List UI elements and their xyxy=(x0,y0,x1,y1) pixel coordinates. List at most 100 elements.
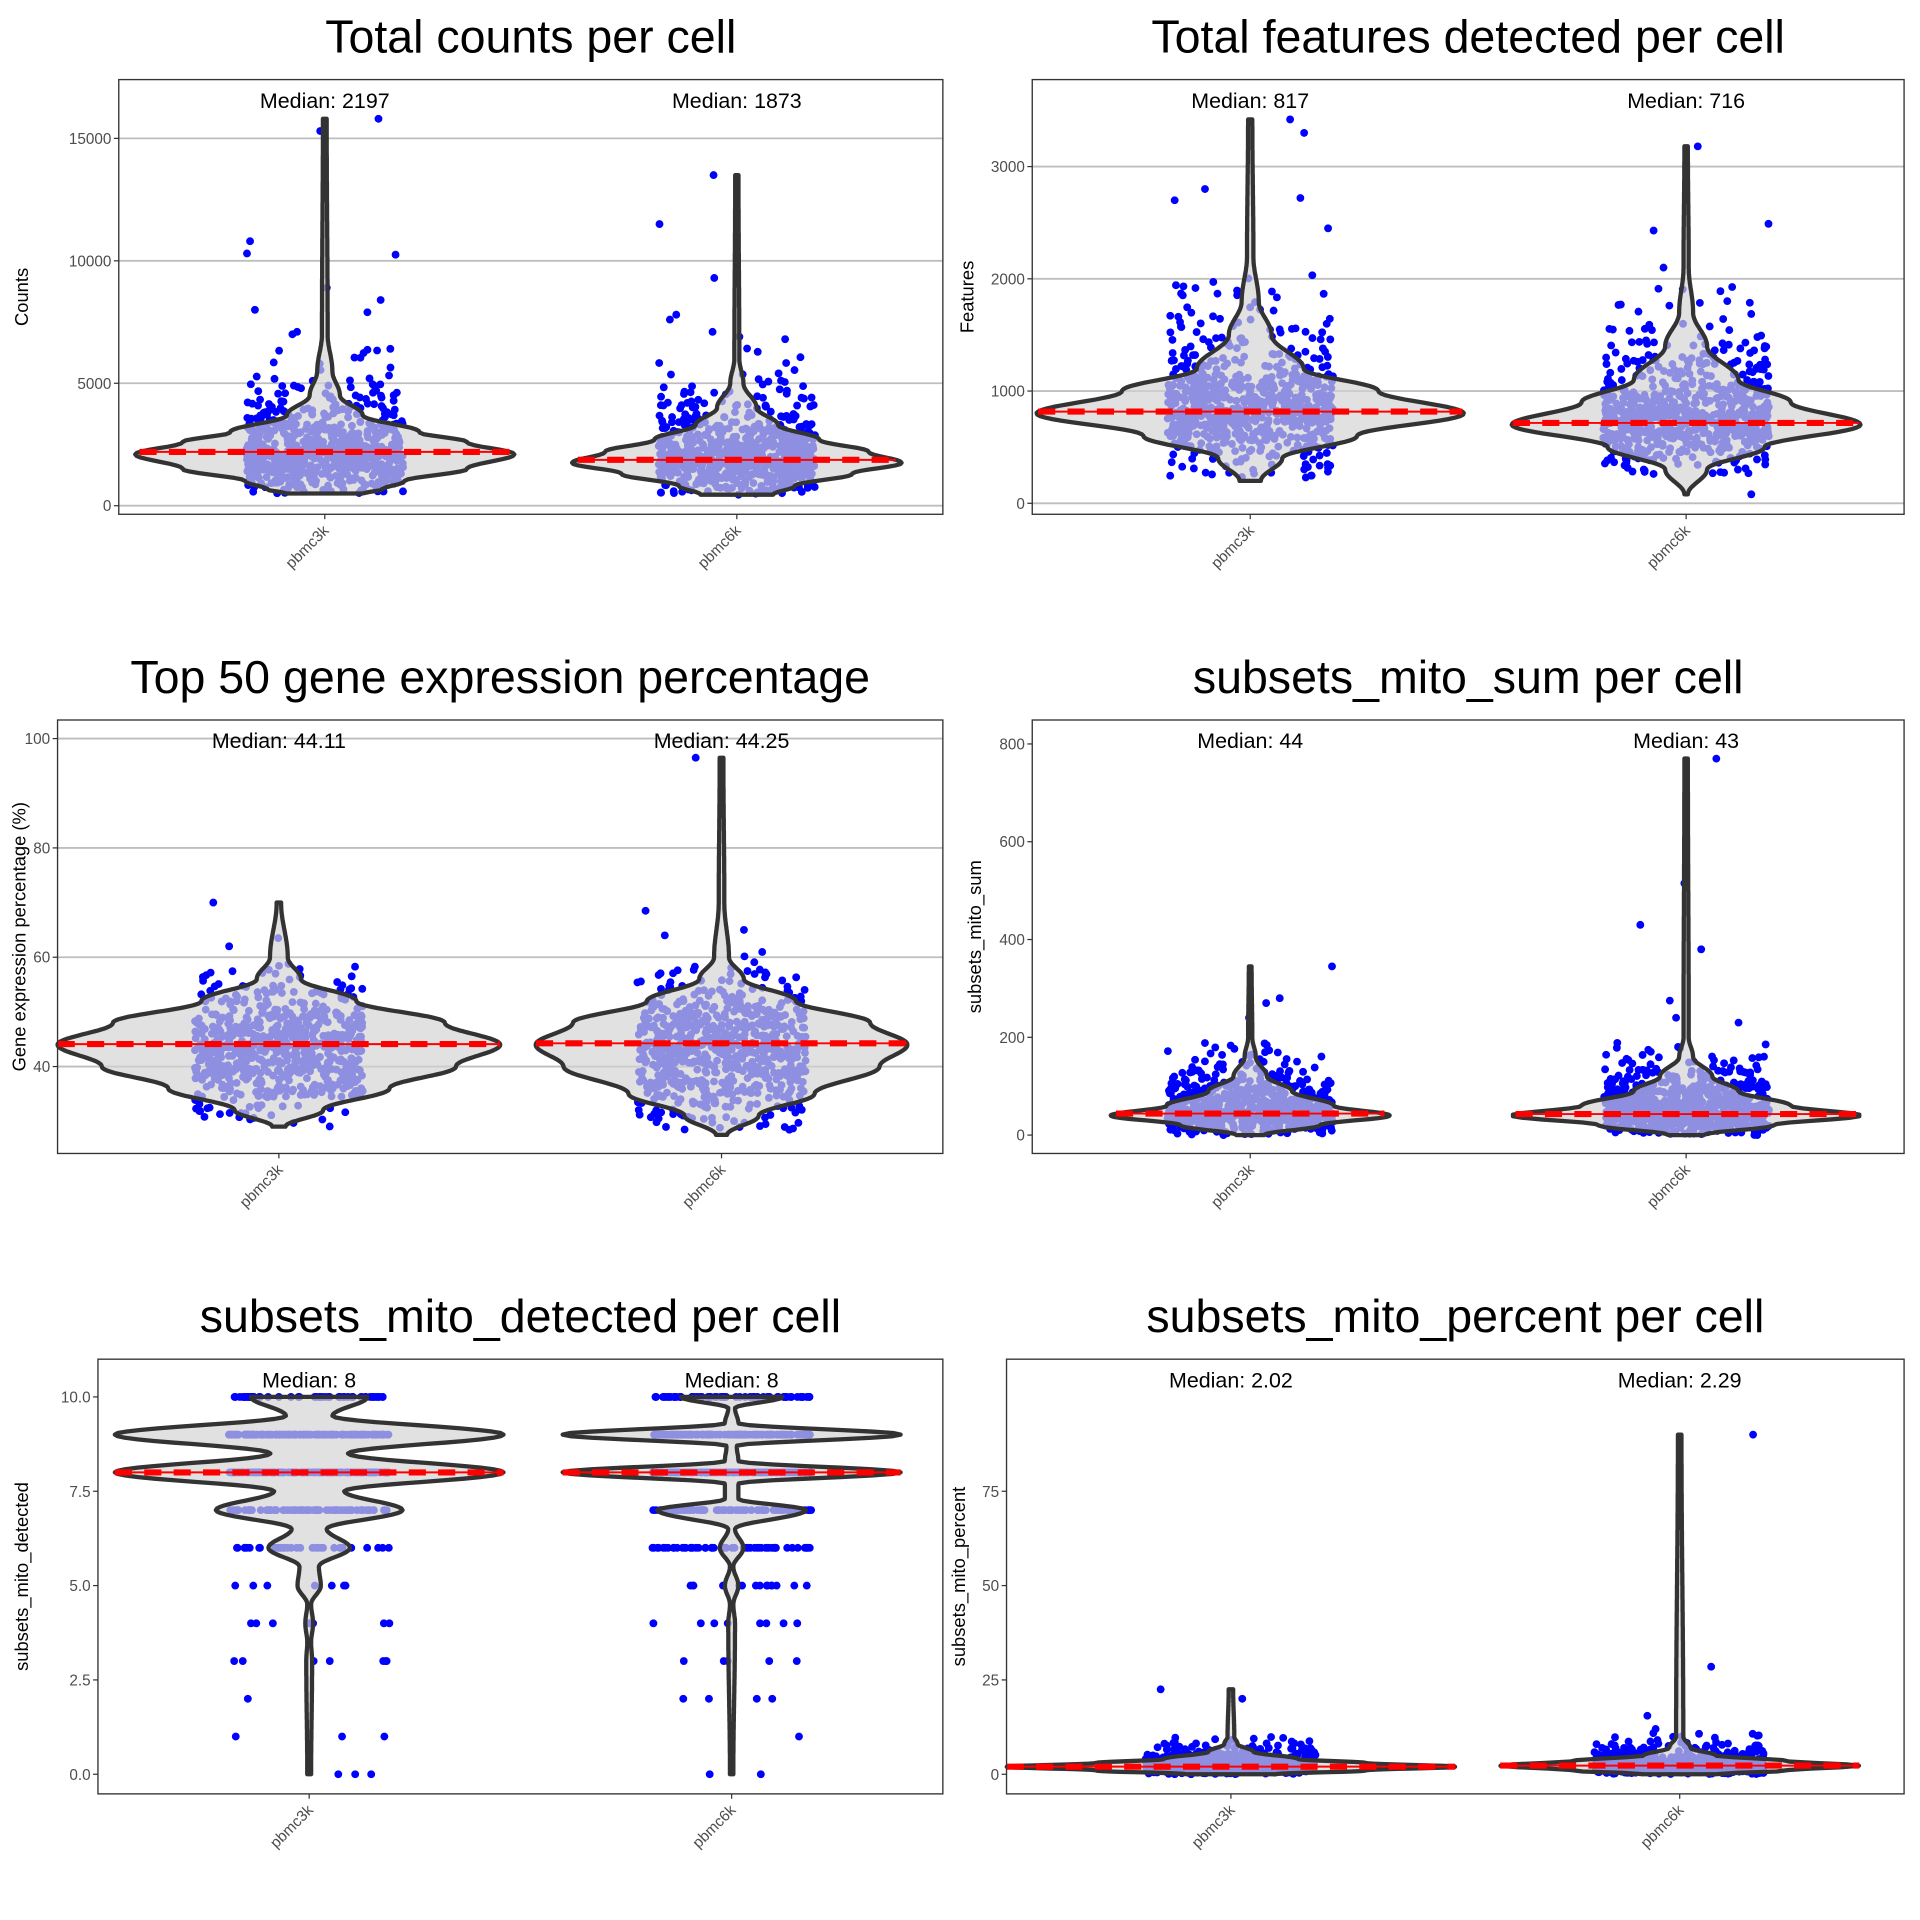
data-point xyxy=(389,411,398,420)
chart-title: subsets_mito_sum per cell xyxy=(1193,651,1744,703)
data-point xyxy=(228,967,237,976)
data-point xyxy=(1191,1055,1199,1064)
median-label: Median: 2197 xyxy=(260,89,390,113)
data-point xyxy=(1764,372,1773,380)
data-point xyxy=(1760,342,1769,350)
data-point xyxy=(754,375,763,384)
data-point xyxy=(246,237,254,246)
data-point xyxy=(1749,377,1758,386)
data-point xyxy=(1318,344,1327,353)
data-point xyxy=(792,973,801,982)
data-point xyxy=(1317,1052,1326,1061)
data-point xyxy=(225,942,234,951)
data-point xyxy=(346,376,354,385)
data-point xyxy=(1607,341,1616,350)
data-point xyxy=(269,358,278,367)
data-point xyxy=(243,249,251,258)
data-point xyxy=(318,1115,327,1124)
data-point xyxy=(1745,367,1754,376)
data-point xyxy=(1167,458,1176,467)
data-point xyxy=(1209,312,1217,321)
data-point xyxy=(1747,490,1756,499)
data-point xyxy=(1273,1048,1282,1057)
data-point xyxy=(790,366,799,375)
x-tick-label: pbmc6k xyxy=(1644,522,1694,572)
data-point xyxy=(797,487,806,496)
data-point xyxy=(669,969,677,978)
data-point xyxy=(363,308,372,317)
data-point xyxy=(356,353,365,362)
data-point xyxy=(358,984,367,993)
data-point xyxy=(691,412,700,421)
data-point xyxy=(677,401,686,410)
data-point xyxy=(1719,315,1728,323)
data-point xyxy=(259,408,268,417)
data-point xyxy=(200,1112,209,1121)
data-point xyxy=(374,114,383,123)
data-point xyxy=(1299,452,1308,460)
data-point xyxy=(743,344,752,353)
data-point xyxy=(1218,1050,1227,1059)
data-point xyxy=(1649,469,1658,478)
data-point xyxy=(1269,306,1278,315)
y-tick-label: 10000 xyxy=(69,253,112,270)
data-point xyxy=(1308,334,1317,343)
data-point xyxy=(1181,346,1190,354)
data-point xyxy=(1723,297,1732,306)
data-point xyxy=(216,1110,224,1119)
data-point xyxy=(1759,360,1768,369)
data-point xyxy=(1208,470,1216,479)
data-point xyxy=(1318,328,1327,337)
data-point xyxy=(1192,328,1201,336)
data-point xyxy=(761,973,769,982)
data-point xyxy=(694,395,703,404)
data-point xyxy=(785,1125,794,1134)
data-point xyxy=(793,401,802,410)
data-point xyxy=(1309,455,1318,464)
data-point xyxy=(399,487,407,496)
data-point xyxy=(654,1114,663,1123)
data-point xyxy=(1318,363,1327,372)
data-point xyxy=(1163,1047,1172,1056)
data-point xyxy=(1201,1057,1209,1066)
data-point xyxy=(368,380,377,389)
data-point xyxy=(1275,325,1284,334)
data-point xyxy=(1300,465,1309,474)
data-point xyxy=(709,171,718,180)
data-point xyxy=(782,389,791,398)
data-point xyxy=(1649,226,1658,235)
data-point xyxy=(1310,1063,1319,1072)
data-point xyxy=(385,371,393,380)
data-point xyxy=(672,310,681,319)
data-point xyxy=(1288,324,1296,333)
data-point xyxy=(277,398,286,406)
data-point xyxy=(254,387,263,396)
data-point xyxy=(1201,468,1210,477)
data-point xyxy=(1187,308,1196,317)
data-point xyxy=(389,391,398,400)
data-point xyxy=(1172,365,1180,373)
y-tick-label: 3000 xyxy=(991,159,1025,176)
data-point xyxy=(192,1104,200,1113)
data-point xyxy=(1197,1075,1206,1083)
y-tick-label: 400 xyxy=(999,932,1025,949)
data-point xyxy=(1168,335,1177,344)
data-point xyxy=(1745,298,1754,307)
plot-border xyxy=(118,78,944,515)
data-point xyxy=(1206,1049,1215,1058)
data-point xyxy=(355,393,364,402)
data-point xyxy=(1752,364,1761,372)
data-point xyxy=(1761,460,1770,469)
data-point xyxy=(780,378,789,386)
data-point xyxy=(1191,284,1200,292)
median-label: Median: 44.11 xyxy=(212,729,346,753)
data-point xyxy=(1622,459,1631,467)
data-point xyxy=(288,330,297,339)
x-tick-label: pbmc3k xyxy=(237,1161,287,1211)
data-point xyxy=(389,396,398,405)
data-point xyxy=(688,382,696,391)
data-point xyxy=(1216,314,1224,323)
data-point xyxy=(740,925,748,934)
